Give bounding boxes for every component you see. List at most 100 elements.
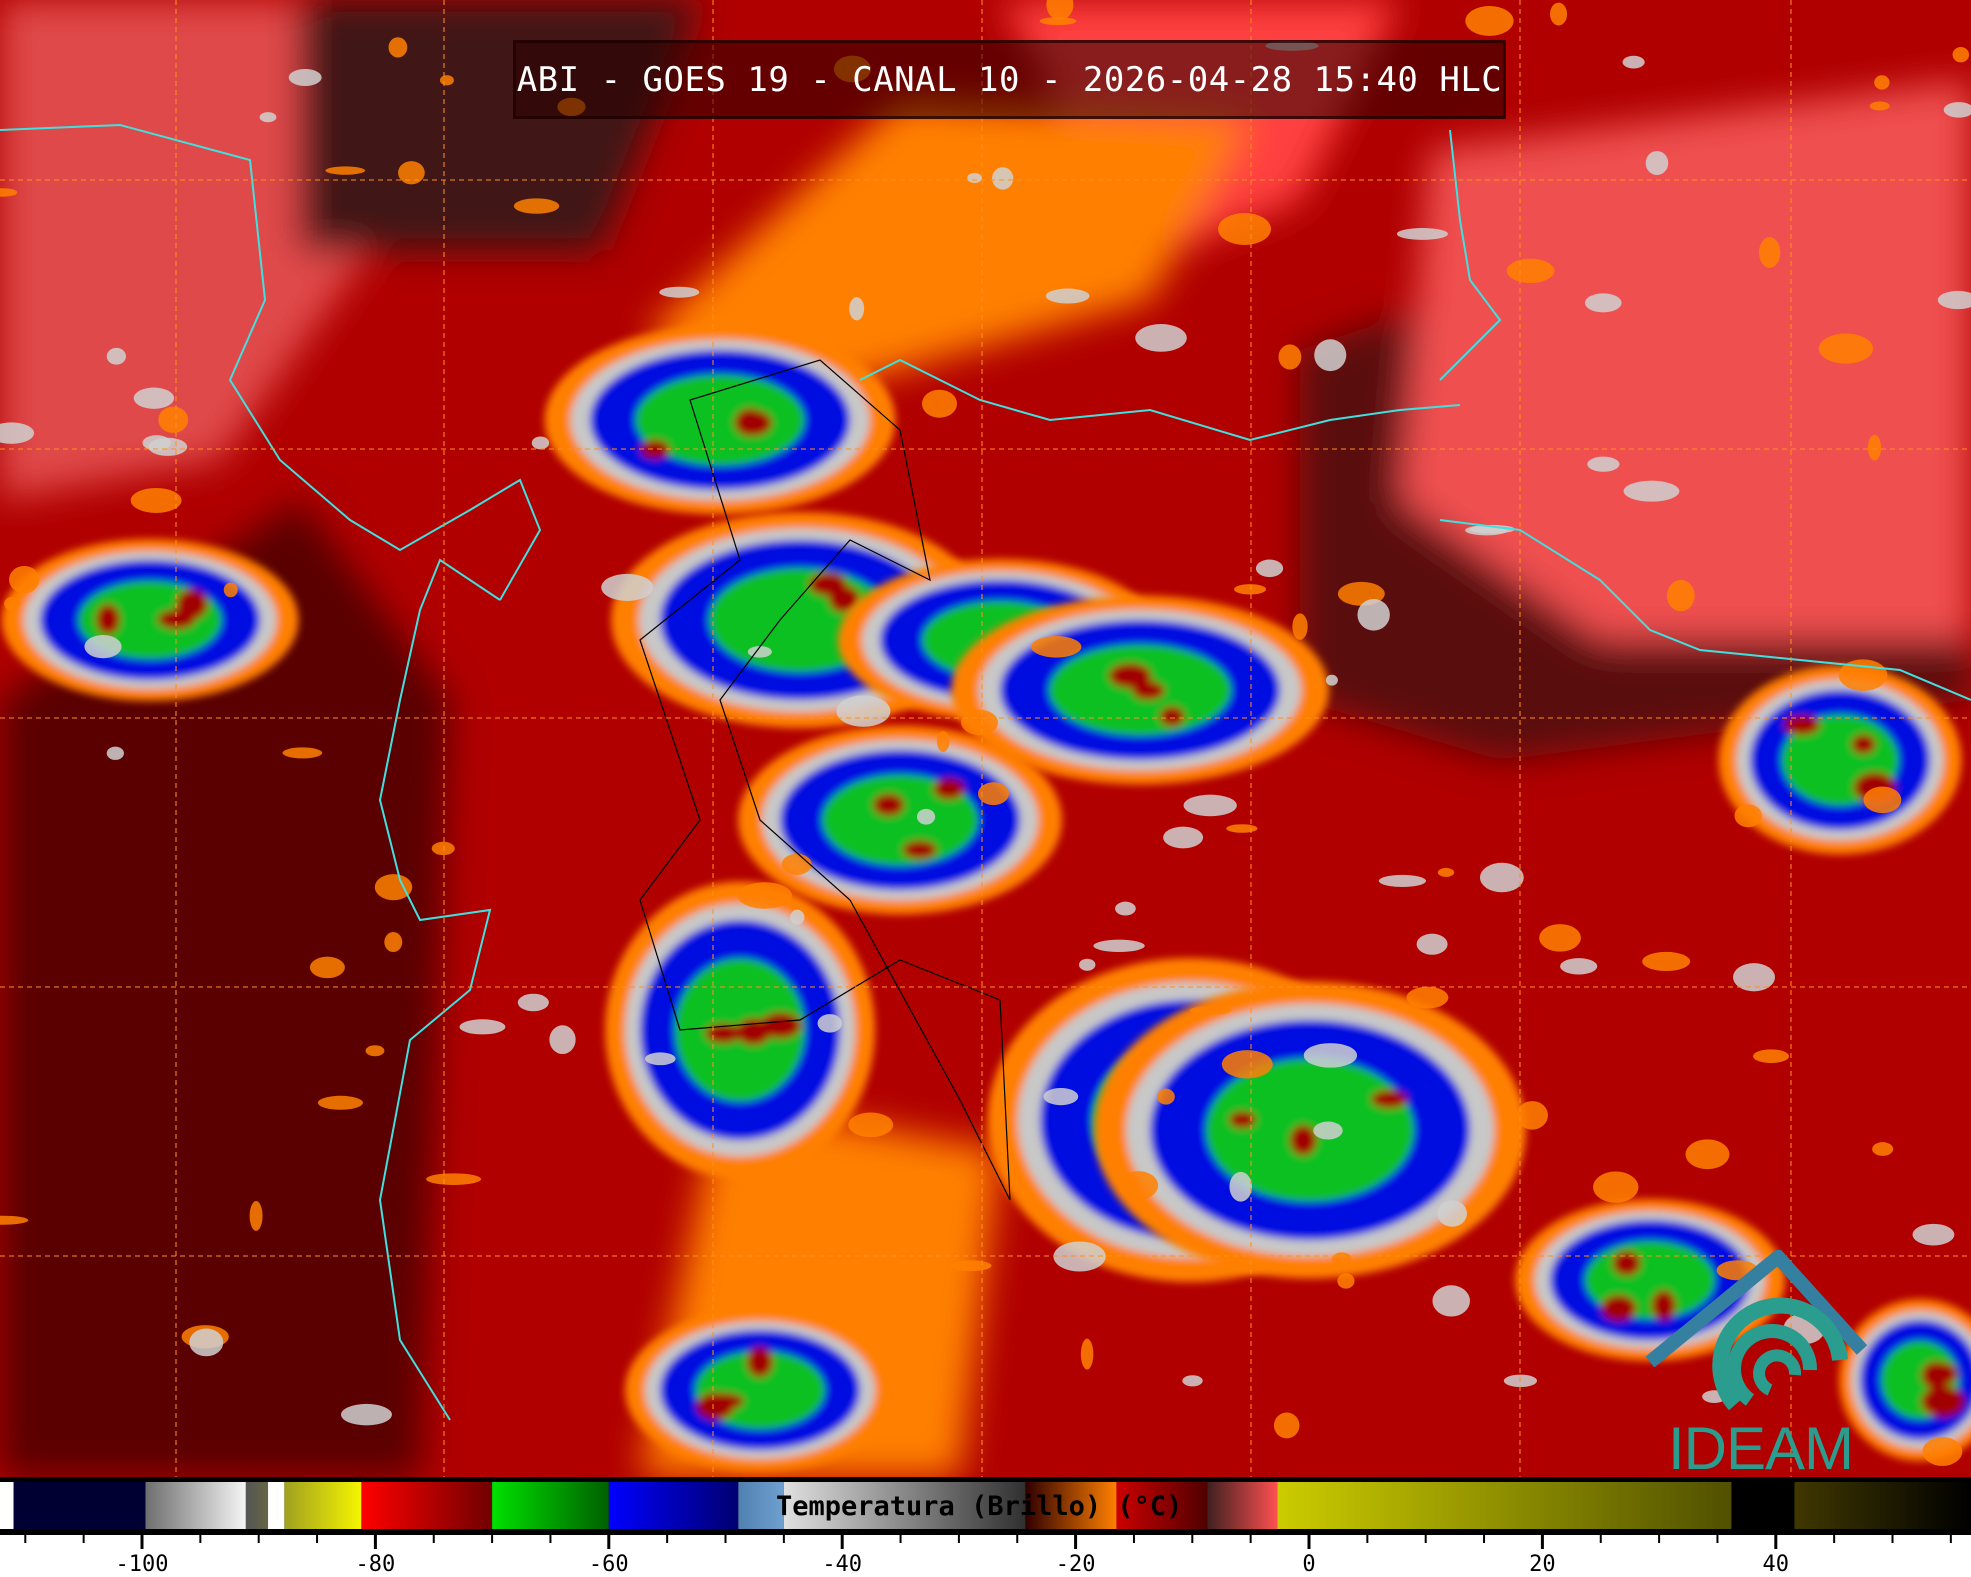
cloud-fleck	[288, 69, 322, 87]
cloud-fleck	[1465, 5, 1514, 36]
cloud-green	[822, 774, 978, 866]
colorbar-segment	[361, 1482, 493, 1529]
cloud-fleck	[388, 37, 408, 58]
cloud-fleck	[309, 956, 345, 979]
colorbar-label: Temperatura (Brillo) (°C)	[776, 1491, 1183, 1522]
cloud-fleck	[1872, 1142, 1894, 1156]
cloud-fleck	[1157, 1088, 1175, 1105]
cloud-fleck	[1516, 1101, 1548, 1130]
cloud-core	[1371, 1090, 1408, 1109]
cloud-fleck	[1869, 101, 1890, 111]
cloud-fleck	[1053, 1241, 1106, 1272]
cloud-fleck	[1937, 290, 1971, 310]
cloud-fleck	[1078, 958, 1096, 971]
cloud-fleck	[1539, 924, 1581, 952]
tick-label: 20	[1529, 1552, 1556, 1577]
cloud-fleck	[158, 406, 189, 434]
cloud-core	[1921, 1386, 1965, 1418]
cloud-fleck	[949, 1260, 992, 1272]
cloud-fleck	[1685, 1139, 1730, 1170]
cloud-fleck	[1337, 1273, 1355, 1289]
convective-cloud	[1094, 981, 1526, 1279]
cloud-fleck	[1221, 1050, 1273, 1079]
cloud-fleck	[4, 596, 21, 611]
cloud-fleck	[1922, 1436, 1963, 1466]
cloud-core	[1783, 715, 1821, 735]
cloud-fleck	[1043, 1087, 1079, 1106]
convective-cloud	[1839, 1299, 1971, 1461]
cloud-fleck	[1357, 598, 1390, 631]
cloud-fleck	[282, 747, 323, 759]
cloud-fleck	[1163, 826, 1204, 849]
cloud-fleck	[374, 874, 413, 901]
cloud-fleck	[1734, 804, 1762, 828]
cloud-fleck	[763, 278, 776, 293]
cloud-core	[1601, 1294, 1637, 1322]
colorbar-scale: -100 -80 -60 -40 -20 0 20 40	[0, 1477, 1971, 1577]
colorbar-segment	[738, 1482, 784, 1529]
cloud-fleck	[1229, 1171, 1252, 1202]
cloud-core	[746, 1346, 773, 1378]
cloud-fleck	[133, 387, 175, 409]
tick-label: -60	[589, 1552, 629, 1577]
colorbar-segment	[783, 1482, 1026, 1529]
cloud-fleck	[1314, 339, 1347, 372]
cloud-fleck	[1506, 258, 1555, 284]
convective-cloud	[605, 881, 875, 1179]
cloud-fleck	[1135, 324, 1187, 352]
cloud-fleck	[1031, 636, 1082, 658]
cloud-fleck	[325, 166, 366, 175]
cloud-fleck	[340, 1403, 392, 1426]
cloud-fleck	[1645, 150, 1669, 175]
cloud-fleck	[977, 782, 1009, 806]
cloud-fleck	[1752, 1049, 1790, 1064]
cloud-fleck	[1218, 213, 1271, 245]
cloud-fleck	[106, 746, 124, 760]
cloud-fleck	[1046, 0, 1074, 21]
convective-cloud	[738, 725, 1062, 915]
colorbar-segment	[245, 1482, 269, 1529]
colorbar-segment	[268, 1482, 285, 1529]
cloud-core	[1108, 663, 1152, 689]
cloud-fleck	[1416, 933, 1448, 955]
cloud-fleck	[1818, 333, 1874, 364]
cloud-fleck	[142, 435, 171, 451]
cloud-fleck	[1233, 584, 1267, 595]
cloud-fleck	[1080, 1338, 1094, 1370]
colorbar: -100 -80 -60 -40 -20 0 20 40 Temperatura (Brill…	[0, 1477, 1971, 1577]
cloud-fleck	[1273, 1412, 1300, 1439]
cloud-fleck	[0, 1215, 29, 1225]
cloud-fleck	[900, 1169, 945, 1191]
tick-label: 0	[1302, 1552, 1315, 1577]
cloud-fleck	[223, 582, 238, 598]
cloud-core	[1651, 1290, 1676, 1321]
cloud-fleck	[0, 422, 35, 444]
cloud-fleck	[936, 731, 950, 753]
cloud-core	[1228, 1111, 1256, 1129]
cloud-core	[1612, 1250, 1641, 1276]
cloud-fleck	[431, 841, 455, 856]
cloud-fleck	[549, 1025, 576, 1055]
cloud-fleck	[1584, 293, 1622, 313]
cloud-fleck	[1758, 237, 1781, 268]
cloud-fleck	[249, 1200, 263, 1231]
dry-region-west	[0, 500, 450, 1477]
cloud-fleck	[1867, 434, 1882, 461]
ideam-logo-icon	[1645, 1247, 1868, 1411]
cloud-fleck	[1437, 867, 1455, 877]
tick-label: -20	[1056, 1552, 1096, 1577]
cloud-fleck	[1560, 958, 1598, 975]
cloud-fleck	[659, 286, 700, 298]
colorbar-segment	[0, 1482, 14, 1529]
cloud-fleck	[1303, 1043, 1358, 1068]
cloud-fleck	[601, 573, 654, 601]
cloud-core	[933, 778, 965, 800]
cloud-fleck	[459, 1019, 506, 1035]
cloud-fleck	[1118, 1171, 1159, 1200]
cloud-core	[176, 588, 208, 620]
cloud-fleck	[1313, 1121, 1343, 1140]
cloud-fleck	[992, 167, 1014, 190]
cloud-fleck	[916, 808, 936, 825]
cloud-core	[808, 572, 847, 597]
